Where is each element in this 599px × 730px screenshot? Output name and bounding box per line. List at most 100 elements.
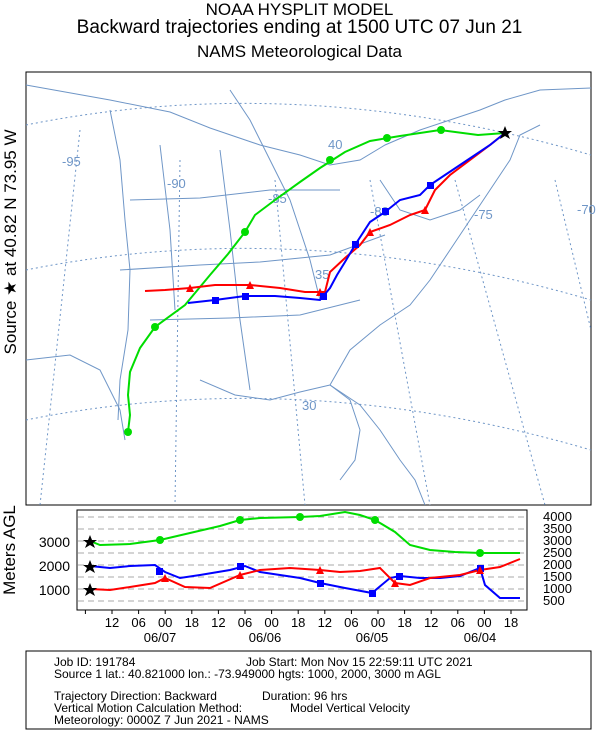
border-states-c1 [159,144,176,311]
texas-coast [25,354,126,441]
marker-1000m [186,284,194,292]
hour-tick-label: 06 [238,615,252,630]
marker-2000m [427,182,434,189]
border-great-lakes [25,84,592,166]
hour-tick-label: 18 [504,615,518,630]
hour-tick-label: 12 [105,615,119,630]
date-0607: 06/07 [144,630,177,645]
height-star-2000-icon [83,560,97,573]
map-trajectories [126,128,506,433]
lon-line-70 [554,179,592,331]
scale-500: 500 [543,593,565,608]
lat-label-35: 35 [315,267,329,282]
left-height-3000: 3000 [39,534,70,550]
hour-tick-label: 00 [264,615,278,630]
scale-2500: 2500 [543,545,572,560]
marker-2000m [242,293,249,300]
marker-3000m [326,156,334,164]
atlantic-coast [329,124,541,386]
marker-2000m [382,208,389,215]
date-labels: 06/07 06/06 06/05 06/04 [144,630,497,645]
scale-4000: 4000 [543,509,572,524]
trajectory-3000m [126,128,506,433]
scale-2000: 2000 [543,557,572,572]
hour-tick-label: 12 [211,615,225,630]
left-height-1000: 1000 [39,582,70,598]
marker-3000m [124,428,132,436]
hour-tick-label: 06 [344,615,358,630]
trajectory-1000m [144,132,506,293]
hour-tick-label: 12 [424,615,438,630]
info-source: Source 1 lat.: 40.821000 lon.: -73.94900… [54,667,441,681]
title-model: NOAA HYSPLIT MODEL [205,0,394,19]
hour-tick-label: 18 [397,615,411,630]
source-star-icon [498,126,512,139]
info-job-start: Job Start: Mon Nov 15 22:59:11 UTC 2021 [246,655,473,669]
lon-label-70: -70 [577,202,596,217]
lon-line-80 [369,179,431,506]
map-basemap [25,84,592,506]
lon-label-95: -95 [62,154,81,169]
border-states-north [129,189,340,201]
marker-3000m [241,228,249,236]
hour-tick-label: 06 [131,615,145,630]
height-panel-frame [76,509,528,611]
border-west [109,109,131,421]
marker-3000m [383,134,391,142]
gulf-coast [199,379,331,401]
lat-label-40: 40 [328,137,342,152]
lon-label-75: -75 [474,207,493,222]
lon-label-90: -90 [167,176,186,191]
marker-2000m [352,241,359,248]
hour-tick-label: 18 [291,615,305,630]
height-left-labels: 3000 2000 1000 [39,534,70,598]
scale-3000: 3000 [543,533,572,548]
info-duration: Duration: 96 hrs [262,689,348,703]
height-series-3000m [89,510,520,554]
info-meteorology: Meteorology: 0000Z 7 Jun 2021 - NAMS [54,713,269,727]
height-markers [83,513,484,597]
height-star-3000-icon [83,535,97,548]
date-0604: 06/04 [464,630,497,645]
border-states-c2 [219,149,251,391]
florida-west-coast [329,384,361,481]
hour-tick-label: 00 [371,615,385,630]
trajectory-2000m [187,132,506,304]
marker-1000m [246,281,254,289]
hour-tick-label: 18 [185,615,199,630]
hour-tick-label: 06 [451,615,465,630]
map-frame [25,71,592,506]
marker-2000m [212,297,219,304]
title-trajectories: Backward trajectories ending at 1500 UTC… [76,17,523,38]
marker-1000m [421,206,429,214]
hour-tick-label: 00 [158,615,172,630]
scale-3500: 3500 [543,521,572,536]
height-star-1000-icon [83,583,97,596]
hour-tick-label: 00 [477,615,491,630]
lat-label-30: 30 [302,398,316,413]
scale-1000: 1000 [543,581,572,596]
border-states-mid [119,234,386,271]
date-0605: 06/05 [356,630,389,645]
left-height-2000: 2000 [39,558,70,574]
info-direction: Trajectory Direction: Backward [54,689,217,703]
map-trajectory-markers [124,126,512,436]
marker-3000m [437,126,445,134]
height-right-scale: 4000 3500 3000 2500 2000 1500 1000 500 [543,509,572,608]
title-meteorology: NAMS Meteorological Data [196,42,403,61]
hour-tick-label: 12 [318,615,332,630]
scale-1500: 1500 [543,569,572,584]
marker-1000m [366,228,374,236]
lon-line-85 [274,179,306,506]
marker-2000m [320,293,327,300]
florida-coast [329,384,426,506]
marker-3000m [151,323,159,331]
map-grid-labels: -95 -90 -85 -80 -75 -70 40 35 30 [62,137,596,413]
lon-label-80: -80 [370,204,389,219]
info-box-frame [25,650,592,730]
hour-ticks: 12 06 00 18 12 06 00 18 12 06 00 18 12 06 00 18 [84,610,518,630]
lon-line-75 [454,179,546,506]
info-vertical-value: Model Vertical Velocity [290,701,411,715]
info-job-id: Job ID: 191784 [54,655,136,669]
